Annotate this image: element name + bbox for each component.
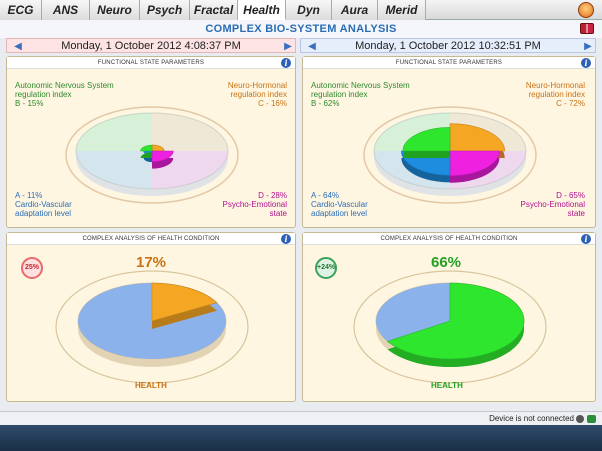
d-label: D - 28% Psycho-Emotional state [222, 191, 287, 218]
date-left: ◀ Monday, 1 October 2012 4:08:37 PM ▶ [6, 38, 296, 53]
b-label: Autonomic Nervous System regulation index… [311, 81, 410, 108]
functional-panel-left: FUNCTIONAL STATE PARAMETERS i Autonomic … [6, 56, 296, 228]
health-percent: 66% [431, 254, 462, 271]
tab-psych[interactable]: Psych [140, 0, 190, 20]
panel-header: FUNCTIONAL STATE PARAMETERS [303, 57, 595, 69]
slice-side-B [140, 152, 152, 158]
panel-header: COMPLEX ANALYSIS OF HEALTH CONDITION [303, 233, 595, 245]
b-label: Autonomic Nervous System regulation index… [15, 81, 114, 108]
health-chart-right [353, 270, 547, 384]
info-icon[interactable]: i [281, 58, 291, 68]
panel-header: FUNCTIONAL STATE PARAMETERS [7, 57, 295, 69]
tab-bar: ECG ANS Neuro Psych Fractal Health Dyn A… [0, 0, 602, 20]
status-icon [576, 415, 584, 423]
next-arrow-left-icon[interactable]: ▶ [284, 41, 292, 52]
health-chart-left [55, 270, 249, 384]
health-label: HEALTH [135, 381, 167, 390]
tab-ecg[interactable]: ECG [0, 0, 42, 20]
health-percent: 17% [136, 254, 167, 271]
quadrant-bg-A [76, 151, 152, 189]
slice-D [449, 150, 500, 177]
a-label: A - 11% Cardio-Vascular adaptation level [15, 191, 72, 218]
quadrant-bg-C [152, 113, 228, 151]
info-icon[interactable]: i [581, 58, 591, 68]
d-label: D - 65% Psycho-Emotional state [520, 191, 585, 218]
change-badge: 25% [21, 257, 43, 279]
health-panel-left: COMPLEX ANALYSIS OF HEALTH CONDITION i 2… [6, 232, 296, 402]
health-label: HEALTH [431, 381, 463, 390]
taskbar [0, 425, 602, 451]
a-label: A - 64% Cardio-Vascular adaptation level [311, 191, 368, 218]
tab-neuro[interactable]: Neuro [90, 0, 140, 20]
slice-side-A [143, 158, 152, 163]
chart-ring [363, 106, 537, 204]
slice-B [402, 127, 451, 152]
tab-merid[interactable]: Merid [378, 0, 426, 20]
slice-D [151, 150, 174, 162]
slice-health [151, 282, 218, 322]
functional-chart-right [363, 106, 537, 204]
date-right-text: Monday, 1 October 2012 10:32:51 PM [355, 40, 541, 52]
status-bar: Device is not connected [0, 411, 602, 425]
date-right: ◀ Monday, 1 October 2012 10:32:51 PM ▶ [300, 38, 596, 53]
chart-ring [55, 270, 249, 384]
slice-health [386, 282, 525, 360]
device-icon[interactable] [587, 415, 596, 423]
chart-ring [65, 106, 239, 204]
panel-header: COMPLEX ANALYSIS OF HEALTH CONDITION [7, 233, 295, 245]
tab-dyn[interactable]: Dyn [286, 0, 332, 20]
slice-C [449, 123, 506, 152]
prev-arrow-left-icon[interactable]: ◀ [14, 41, 22, 52]
prev-arrow-right-icon[interactable]: ◀ [308, 41, 316, 52]
change-badge: +24% [315, 257, 337, 279]
tab-aura[interactable]: Aura [332, 0, 378, 20]
tab-ans[interactable]: ANS [42, 0, 90, 20]
info-icon[interactable]: i [581, 234, 591, 244]
tab-fractal[interactable]: Fractal [190, 0, 238, 20]
profile-icon[interactable] [578, 2, 594, 18]
c-label: Neuro-Hormonal regulation index C - 72% [525, 81, 585, 108]
slice-B [140, 144, 153, 152]
functional-chart-left [65, 106, 239, 204]
quadrant-bg-B [76, 113, 152, 151]
next-arrow-right-icon[interactable]: ▶ [584, 41, 592, 52]
health-panel-right: COMPLEX ANALYSIS OF HEALTH CONDITION i +… [302, 232, 596, 402]
page-title: COMPLEX BIO-SYSTEM ANALYSIS [0, 20, 602, 38]
info-icon[interactable]: i [281, 234, 291, 244]
functional-panel-right: FUNCTIONAL STATE PARAMETERS i Autonomic … [302, 56, 596, 228]
connection-status: Device is not connected [489, 414, 574, 423]
chart-ring [353, 270, 547, 384]
book-icon[interactable] [580, 23, 594, 34]
c-label: Neuro-Hormonal regulation index C - 16% [227, 81, 287, 108]
tab-health[interactable]: Health [238, 0, 286, 20]
date-left-text: Monday, 1 October 2012 4:08:37 PM [61, 40, 241, 52]
